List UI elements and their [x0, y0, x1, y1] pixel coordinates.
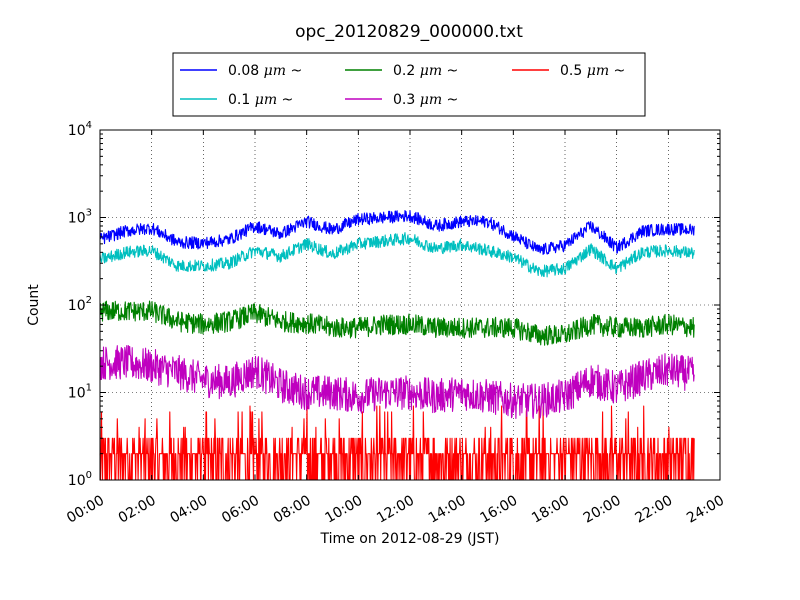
- legend-label: 0.08 μm ~: [228, 63, 302, 79]
- y-tick-label: 101: [68, 383, 92, 402]
- legend: 0.08 μm ~ 0.1 μm ~ 0.2 μm ~ 0.3 μm ~ 0.5 μm …: [172, 52, 646, 117]
- series-line-0-3: [99, 344, 695, 420]
- legend-label: 0.1 μm ~: [228, 92, 293, 108]
- x-tick-label: 24:00: [684, 493, 727, 527]
- plot-area: [99, 129, 721, 481]
- series-line-0-1: [99, 232, 695, 278]
- y-axis-title: Count: [26, 284, 42, 326]
- chart-title: opc_20120829_000000.txt: [295, 22, 523, 42]
- x-tick-label: 20:00: [581, 493, 624, 527]
- legend-label: 0.3 μm ~: [393, 92, 458, 108]
- x-tick-label: 02:00: [116, 493, 159, 527]
- x-tick-labels: 00:00 02:00 04:00 06:00 08:00 10:00 12:00 14:00…: [64, 493, 727, 527]
- y-tick-label: 103: [68, 208, 92, 227]
- x-tick-label: 08:00: [271, 493, 314, 527]
- x-tick-label: 18:00: [529, 493, 572, 527]
- x-tick-label: 06:00: [219, 493, 262, 527]
- y-tick-label: 100: [68, 470, 92, 489]
- legend-label: 0.2 μm ~: [393, 63, 458, 79]
- x-tick-label: 12:00: [374, 493, 417, 527]
- legend-box: [172, 52, 646, 117]
- x-tick-label: 14:00: [426, 493, 469, 527]
- y-tick-label: 104: [68, 120, 92, 139]
- ticks: [99, 129, 721, 481]
- x-tick-label: 10:00: [322, 493, 365, 527]
- y-tick-labels: 100 101 102 103 104: [68, 120, 92, 489]
- x-tick-label: 04:00: [167, 493, 210, 527]
- y-tick-label: 102: [68, 295, 92, 314]
- series-line-0-08: [99, 209, 695, 256]
- x-axis-title: Time on 2012-08-29 (JST): [320, 531, 500, 547]
- x-tick-label: 22:00: [632, 493, 675, 527]
- legend-label: 0.5 μm ~: [560, 63, 625, 79]
- series-line-0-2: [99, 300, 695, 346]
- x-tick-label: 00:00: [64, 493, 107, 527]
- x-tick-label: 16:00: [477, 493, 520, 527]
